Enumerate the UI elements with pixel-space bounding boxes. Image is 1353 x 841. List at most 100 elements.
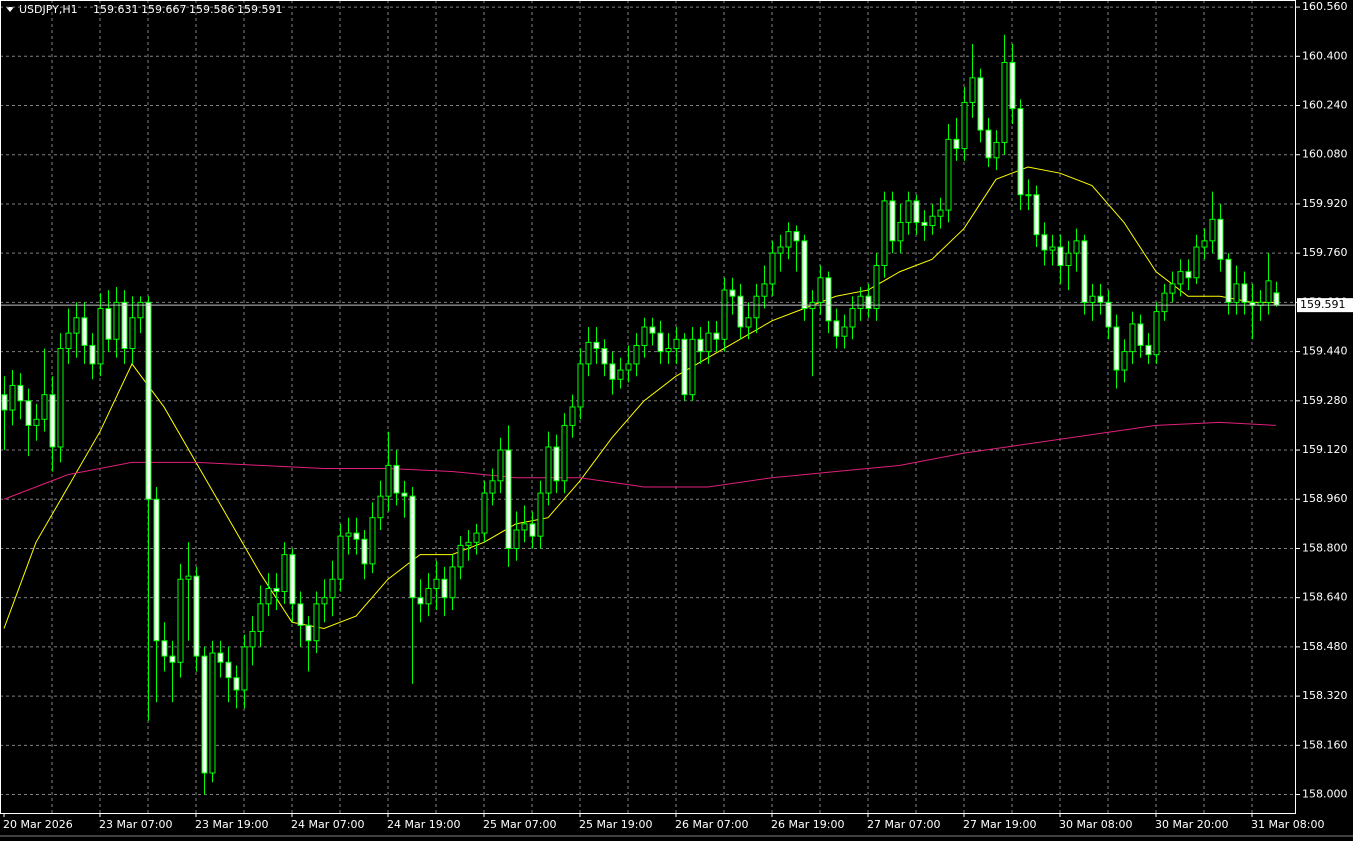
price-label: 159.591 bbox=[1300, 298, 1346, 311]
x-tick-label: 20 Mar 2026 bbox=[3, 818, 73, 831]
candle-body bbox=[1105, 301, 1112, 328]
candle-body bbox=[665, 348, 672, 353]
candle-body bbox=[913, 200, 920, 223]
candle-body bbox=[17, 384, 24, 402]
x-tick-label: 26 Mar 19:00 bbox=[771, 818, 844, 831]
candle-body bbox=[129, 317, 136, 350]
candle-body bbox=[841, 326, 848, 337]
x-tick-label: 25 Mar 07:00 bbox=[483, 818, 556, 831]
candle-body bbox=[857, 295, 864, 310]
candle-body bbox=[1025, 194, 1032, 197]
candle-body bbox=[169, 655, 176, 663]
candle-body bbox=[1, 394, 8, 411]
candle-body bbox=[1265, 280, 1272, 303]
candle-body bbox=[425, 587, 432, 605]
candle-body bbox=[73, 317, 80, 334]
candle-body bbox=[1097, 295, 1104, 303]
candle-body bbox=[1049, 246, 1056, 251]
candle-body bbox=[505, 449, 512, 549]
candle-body bbox=[401, 492, 408, 497]
candle-body bbox=[865, 295, 872, 310]
moving-average bbox=[3, 166, 1276, 629]
candle-body bbox=[769, 252, 776, 285]
x-tick-label: 25 Mar 19:00 bbox=[579, 818, 652, 831]
y-tick-label: 159.760 bbox=[1302, 246, 1348, 259]
candle-body bbox=[977, 77, 984, 131]
y-tick-label: 159.920 bbox=[1302, 197, 1348, 210]
candle-body bbox=[1233, 283, 1240, 303]
candle-body bbox=[601, 348, 608, 365]
candle-body bbox=[321, 597, 328, 605]
y-tick-label: 158.160 bbox=[1302, 738, 1348, 751]
candle-body bbox=[385, 464, 392, 497]
candle-body bbox=[153, 498, 160, 642]
candle-body bbox=[929, 215, 936, 226]
candle-body bbox=[1193, 246, 1200, 279]
y-tick-label: 159.120 bbox=[1302, 443, 1348, 456]
candle-body bbox=[441, 578, 448, 599]
y-tick-label: 159.280 bbox=[1302, 394, 1348, 407]
y-tick-label: 158.800 bbox=[1302, 541, 1348, 554]
candle-body bbox=[25, 400, 32, 426]
ohlc-low: 159.586 bbox=[189, 3, 235, 16]
candle-body bbox=[337, 535, 344, 580]
candle-body bbox=[825, 277, 832, 322]
candle-body bbox=[177, 578, 184, 663]
candle-body bbox=[449, 566, 456, 599]
candle-body bbox=[777, 246, 784, 254]
candle-body bbox=[361, 538, 368, 565]
candle-body bbox=[1209, 218, 1216, 242]
price-label-box bbox=[1297, 298, 1353, 313]
candle-body bbox=[961, 101, 968, 150]
candle-body bbox=[353, 532, 360, 540]
candle-body bbox=[897, 221, 904, 242]
candle-body bbox=[729, 289, 736, 297]
candle-body bbox=[745, 317, 752, 328]
candle-body bbox=[89, 344, 96, 365]
candle-body bbox=[249, 631, 256, 648]
candle-body bbox=[345, 532, 352, 537]
candle-body bbox=[801, 240, 808, 310]
candle-body bbox=[265, 587, 272, 605]
x-tick-label: 23 Mar 19:00 bbox=[195, 818, 268, 831]
candle-body bbox=[1177, 271, 1184, 285]
candle-body bbox=[1001, 61, 1008, 143]
candle-body bbox=[137, 301, 144, 319]
candle-body bbox=[1153, 311, 1160, 356]
candle-body bbox=[313, 603, 320, 642]
y-tick-label: 160.240 bbox=[1302, 99, 1348, 112]
candle-body bbox=[233, 677, 240, 691]
candle-body bbox=[193, 575, 200, 657]
candle-body bbox=[521, 523, 528, 531]
candle-body bbox=[217, 652, 224, 663]
candle-body bbox=[1113, 326, 1120, 371]
candle-body bbox=[881, 200, 888, 266]
x-tick-label: 30 Mar 20:00 bbox=[1155, 818, 1228, 831]
y-tick-label: 159.440 bbox=[1302, 345, 1348, 358]
y-tick-label: 160.400 bbox=[1302, 49, 1348, 62]
candle-body bbox=[1081, 240, 1088, 303]
moving-average bbox=[3, 421, 1277, 500]
candle-body bbox=[633, 344, 640, 365]
candle-body bbox=[937, 209, 944, 217]
menu-arrow[interactable] bbox=[6, 7, 14, 12]
candle-body bbox=[873, 264, 880, 310]
symbol: USDJPY,H1 bbox=[19, 3, 78, 16]
candle-body bbox=[617, 369, 624, 380]
candle-body bbox=[281, 554, 288, 593]
candle-body bbox=[377, 495, 384, 519]
y-tick-label: 158.320 bbox=[1302, 689, 1348, 702]
candle-body bbox=[1241, 283, 1248, 303]
ohlc-open: 159.631 bbox=[93, 3, 139, 16]
y-tick-label: 160.080 bbox=[1302, 148, 1348, 161]
candle-body bbox=[329, 578, 336, 599]
candle-body bbox=[49, 394, 56, 448]
candle-body bbox=[969, 77, 976, 103]
candle-body bbox=[257, 603, 264, 633]
candle-body bbox=[105, 308, 112, 340]
candle-body bbox=[145, 301, 152, 500]
candle-body bbox=[465, 541, 472, 546]
candle-body bbox=[1057, 246, 1064, 266]
candle-body bbox=[1137, 323, 1144, 346]
